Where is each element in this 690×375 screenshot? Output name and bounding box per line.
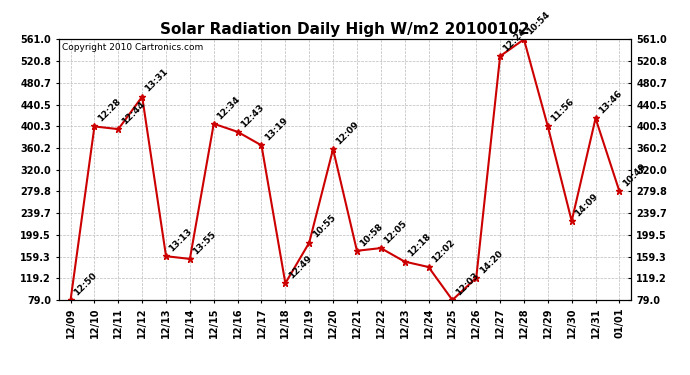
Text: 12:34: 12:34 — [215, 94, 242, 121]
Text: 10:55: 10:55 — [310, 213, 337, 240]
Text: 10:49: 10:49 — [621, 162, 647, 189]
Text: 12:03: 12:03 — [454, 271, 480, 297]
Text: 12:05: 12:05 — [382, 219, 408, 245]
Text: 14:09: 14:09 — [573, 192, 600, 218]
Text: 12:02: 12:02 — [430, 238, 456, 264]
Text: 12:09: 12:09 — [335, 120, 361, 146]
Text: 13:55: 13:55 — [191, 230, 218, 256]
Text: 10:54: 10:54 — [525, 10, 552, 37]
Title: Solar Radiation Daily High W/m2 20100102: Solar Radiation Daily High W/m2 20100102 — [160, 22, 530, 37]
Text: 11:56: 11:56 — [549, 97, 576, 124]
Text: 10:58: 10:58 — [358, 222, 385, 248]
Text: 12:44: 12:44 — [119, 100, 146, 126]
Text: 12:50: 12:50 — [72, 271, 99, 297]
Text: 13:13: 13:13 — [168, 227, 194, 254]
Text: 13:19: 13:19 — [263, 116, 290, 142]
Text: Copyright 2010 Cartronics.com: Copyright 2010 Cartronics.com — [62, 43, 204, 52]
Text: 12:18: 12:18 — [406, 232, 433, 259]
Text: 13:31: 13:31 — [144, 67, 170, 94]
Text: 14:20: 14:20 — [477, 249, 504, 275]
Text: 12:49: 12:49 — [287, 254, 313, 280]
Text: 12:24: 12:24 — [502, 27, 528, 53]
Text: 13:46: 13:46 — [597, 89, 624, 116]
Text: 12:43: 12:43 — [239, 102, 266, 129]
Text: 12:28: 12:28 — [96, 97, 122, 124]
